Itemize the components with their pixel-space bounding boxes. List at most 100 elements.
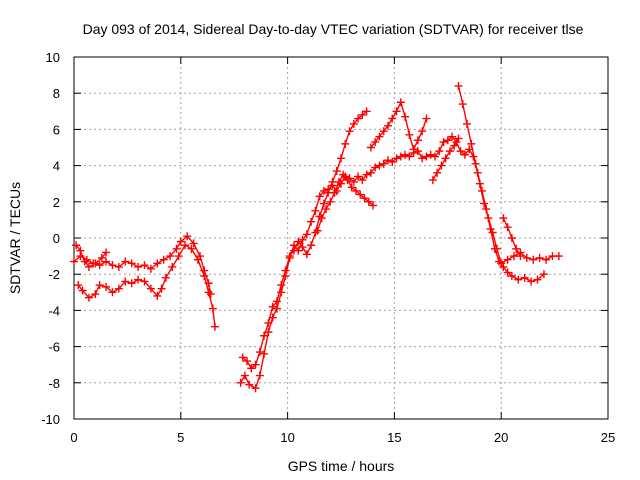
- data-point-marker: [181, 241, 190, 250]
- data-point-marker: [272, 304, 281, 313]
- data-point-marker: [84, 293, 93, 302]
- data-point-marker: [430, 152, 439, 161]
- data-point-marker: [349, 177, 358, 186]
- data-point-marker: [437, 161, 446, 170]
- data-point-marker: [366, 168, 375, 177]
- data-point-marker: [441, 154, 450, 163]
- data-point-marker: [503, 223, 512, 232]
- y-tick-label: -2: [48, 267, 60, 282]
- data-point-marker: [533, 275, 542, 284]
- data-point-marker: [302, 230, 311, 239]
- data-point-marker: [349, 119, 358, 128]
- data-point-marker: [458, 100, 467, 109]
- y-tick-label: 0: [53, 231, 60, 246]
- series-track-c: [74, 241, 219, 331]
- data-point-marker: [80, 257, 89, 266]
- data-point-marker: [362, 170, 371, 179]
- series-track-b: [72, 241, 111, 271]
- series-track-g: [366, 98, 431, 154]
- data-point-marker: [512, 244, 521, 253]
- data-point-marker: [298, 243, 307, 252]
- data-point-marker: [542, 255, 551, 264]
- data-point-marker: [290, 246, 299, 255]
- data-point-marker: [108, 261, 117, 270]
- data-point-marker: [161, 273, 170, 282]
- data-point-marker: [134, 275, 143, 284]
- data-point-marker: [358, 110, 367, 119]
- data-point-marker: [520, 273, 529, 282]
- series-trace: [457, 85, 559, 265]
- data-point-marker: [360, 194, 369, 203]
- data-point-marker: [298, 235, 307, 244]
- data-point-marker: [91, 259, 100, 268]
- data-point-marker: [405, 152, 414, 161]
- data-point-marker: [467, 139, 476, 148]
- data-point-marker: [356, 190, 365, 199]
- data-point-marker: [208, 304, 217, 313]
- y-tick-label: -4: [48, 303, 60, 318]
- data-point-marker: [401, 112, 410, 121]
- data-point-marker: [281, 266, 290, 275]
- data-point-marker: [463, 119, 472, 128]
- data-point-marker: [516, 252, 525, 261]
- data-point-marker: [445, 147, 454, 156]
- data-point-marker: [277, 281, 286, 290]
- data-point-marker: [317, 214, 326, 223]
- y-tick-label: 2: [53, 195, 60, 210]
- data-point-marker: [401, 150, 410, 159]
- data-point-marker: [183, 232, 192, 241]
- x-tick-label: 15: [387, 430, 401, 445]
- data-point-marker: [70, 257, 78, 266]
- data-point-marker: [369, 201, 378, 210]
- data-point-marker: [108, 288, 117, 297]
- data-point-marker: [448, 132, 457, 141]
- data-point-marker: [354, 114, 363, 123]
- data-point-marker: [200, 272, 209, 281]
- data-point-marker: [140, 261, 149, 270]
- data-point-marker: [460, 150, 469, 159]
- data-point-marker: [435, 147, 444, 156]
- data-point-marker: [302, 250, 311, 259]
- data-point-marker: [172, 244, 181, 253]
- x-tick-label: 5: [177, 430, 184, 445]
- data-point-marker: [396, 98, 405, 107]
- data-point-marker: [358, 176, 367, 185]
- x-axis-label: GPS time / hours: [288, 458, 395, 474]
- data-point-marker: [114, 262, 123, 271]
- data-point-marker: [277, 288, 286, 297]
- data-point-marker: [322, 205, 331, 214]
- data-point-marker: [97, 253, 106, 262]
- y-tick-label: 8: [53, 86, 60, 101]
- data-point-marker: [554, 252, 563, 261]
- data-point-marker: [121, 257, 130, 266]
- data-point-marker: [127, 259, 136, 268]
- data-point-marker: [375, 161, 384, 170]
- data-point-marker: [245, 380, 254, 389]
- data-point-marker: [255, 371, 264, 380]
- data-point-marker: [102, 257, 111, 266]
- data-traces: [70, 81, 563, 393]
- series-track-i: [454, 81, 563, 268]
- data-point-marker: [268, 302, 277, 311]
- data-point-marker: [527, 277, 536, 286]
- data-point-marker: [422, 152, 431, 161]
- data-point-marker: [443, 136, 452, 145]
- y-tick-label: 6: [53, 122, 60, 137]
- data-point-marker: [326, 197, 335, 206]
- data-point-marker: [91, 290, 100, 299]
- data-point-marker: [379, 127, 388, 136]
- data-point-marker: [379, 159, 388, 168]
- data-point-marker: [499, 214, 508, 223]
- chart-title: Day 093 of 2014, Sidereal Day-to-day VTE…: [83, 21, 584, 37]
- data-point-marker: [522, 253, 531, 262]
- series-track-f: [313, 170, 378, 235]
- data-point-marker: [78, 286, 87, 295]
- data-point-marker: [354, 172, 363, 181]
- data-point-marker: [264, 319, 273, 328]
- data-point-marker: [102, 282, 111, 291]
- data-point-marker: [255, 348, 264, 357]
- data-point-marker: [433, 168, 442, 177]
- data-point-marker: [95, 261, 104, 270]
- data-point-marker: [114, 284, 123, 293]
- data-point-marker: [392, 107, 401, 116]
